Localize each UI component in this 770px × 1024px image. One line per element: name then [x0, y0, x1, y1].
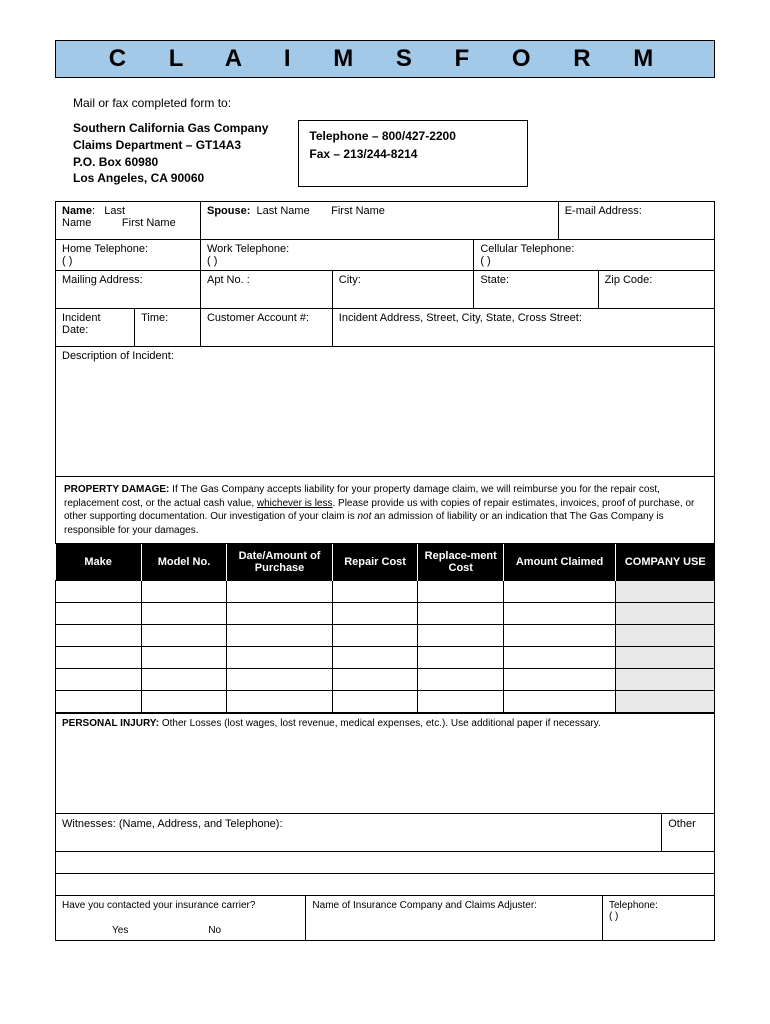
- col-make: Make: [56, 544, 142, 581]
- damage-table: Make Model No. Date/Amount of Purchase R…: [55, 544, 715, 713]
- other-cell[interactable]: Other: [662, 814, 715, 852]
- work-tel-cell[interactable]: Work Telephone:( ): [200, 240, 473, 271]
- damage-row[interactable]: [56, 625, 715, 647]
- fax-line: Fax – 213/244-8214: [309, 145, 517, 163]
- spouse-cell[interactable]: Spouse: Last Name First Name: [200, 202, 558, 240]
- description-cell[interactable]: Description of Incident:: [56, 347, 715, 477]
- col-date-amount: Date/Amount of Purchase: [227, 544, 332, 581]
- header-section: Mail or fax completed form to: Southern …: [55, 96, 715, 187]
- contact-box: Telephone – 800/427-2200 Fax – 213/244-8…: [298, 120, 528, 187]
- property-damage-notice: PROPERTY DAMAGE: If The Gas Company acce…: [55, 477, 715, 544]
- mailing-address-block: Southern California Gas Company Claims D…: [73, 120, 268, 187]
- col-claimed: Amount Claimed: [504, 544, 616, 581]
- damage-table-header: Make Model No. Date/Amount of Purchase R…: [56, 544, 715, 581]
- insurance-company-cell[interactable]: Name of Insurance Company and Claims Adj…: [306, 896, 603, 941]
- mail-instruction: Mail or fax completed form to:: [73, 96, 715, 110]
- phone-line: Telephone – 800/427-2200: [309, 127, 517, 145]
- claimant-info-table: Name: Last Name First Name Spouse: Last …: [55, 201, 715, 477]
- mailing-cell[interactable]: Mailing Address:: [56, 271, 201, 309]
- form-title: C L A I M S F O R M: [56, 45, 714, 73]
- col-company: COMPANY USE: [616, 544, 715, 581]
- personal-injury-cell[interactable]: PERSONAL INJURY: Other Losses (lost wage…: [56, 714, 715, 814]
- damage-row[interactable]: [56, 603, 715, 625]
- col-model: Model No.: [141, 544, 227, 581]
- cell-tel-cell[interactable]: Cellular Telephone:( ): [474, 240, 715, 271]
- col-repair: Repair Cost: [332, 544, 418, 581]
- insurance-tel-cell[interactable]: Telephone:( ): [602, 896, 714, 941]
- addr-line: Claims Department – GT14A3: [73, 137, 268, 154]
- damage-row[interactable]: [56, 691, 715, 713]
- state-cell[interactable]: State:: [474, 271, 598, 309]
- title-bar: C L A I M S F O R M: [55, 40, 715, 78]
- name-cell[interactable]: Name: Last Name First Name: [56, 202, 201, 240]
- damage-row[interactable]: [56, 647, 715, 669]
- city-cell[interactable]: City:: [332, 271, 474, 309]
- time-cell[interactable]: Time:: [135, 309, 201, 347]
- addr-line: Los Angeles, CA 90060: [73, 170, 268, 187]
- damage-row[interactable]: [56, 581, 715, 603]
- zip-cell[interactable]: Zip Code:: [598, 271, 714, 309]
- apt-cell[interactable]: Apt No. :: [200, 271, 332, 309]
- personal-injury-table: PERSONAL INJURY: Other Losses (lost wage…: [55, 713, 715, 941]
- account-cell[interactable]: Customer Account #:: [200, 309, 332, 347]
- addr-line: Southern California Gas Company: [73, 120, 268, 137]
- incident-addr-cell[interactable]: Incident Address, Street, City, State, C…: [332, 309, 714, 347]
- damage-row[interactable]: [56, 669, 715, 691]
- witnesses-cell[interactable]: Witnesses: (Name, Address, and Telephone…: [56, 814, 662, 852]
- email-cell[interactable]: E-mail Address:: [558, 202, 714, 240]
- col-replace: Replace-ment Cost: [418, 544, 504, 581]
- witness-blank-row[interactable]: [56, 852, 715, 874]
- addr-line: P.O. Box 60980: [73, 154, 268, 171]
- witness-blank-row[interactable]: [56, 874, 715, 896]
- home-tel-cell[interactable]: Home Telephone:( ): [56, 240, 201, 271]
- incident-date-cell[interactable]: Incident Date:: [56, 309, 135, 347]
- insurance-question-cell[interactable]: Have you contacted your insurance carrie…: [56, 896, 306, 941]
